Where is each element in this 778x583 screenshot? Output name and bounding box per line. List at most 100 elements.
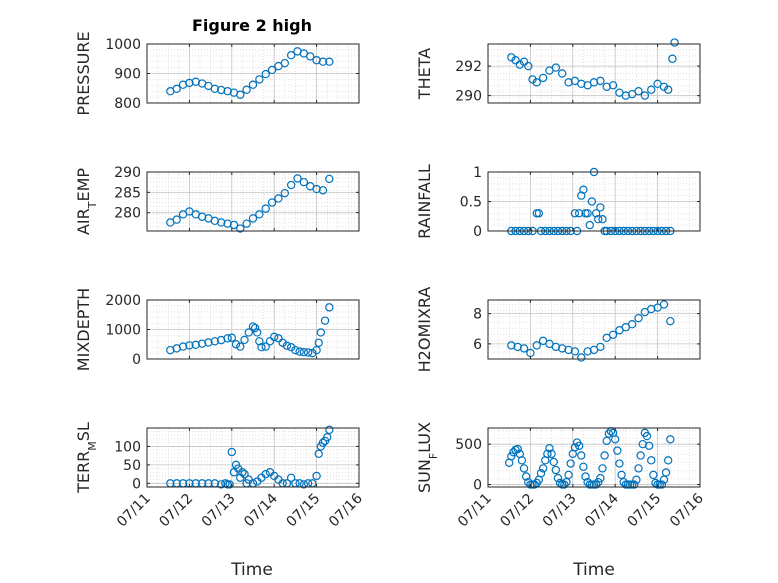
y-tick-label: 1000 <box>105 37 141 53</box>
data-point <box>236 342 245 351</box>
data-point <box>223 334 232 343</box>
data-point <box>295 347 304 356</box>
data-point <box>519 464 529 473</box>
data-point <box>210 84 220 94</box>
data-point <box>574 209 584 218</box>
data-point <box>596 342 605 352</box>
x-axis-label-left: Time <box>230 560 273 580</box>
data-point <box>647 456 656 465</box>
y-axis-label: H2OMIXRA <box>415 287 434 373</box>
data-point <box>286 473 296 482</box>
y-tick-label: 280 <box>114 206 141 222</box>
figure-title: Figure 2 high <box>192 16 312 35</box>
axes-frame <box>487 299 701 360</box>
data-point <box>265 337 275 346</box>
data-point <box>240 335 249 345</box>
data-point <box>600 451 609 460</box>
y-tick-label: 292 <box>455 59 482 75</box>
data-point <box>560 480 569 489</box>
data-point <box>303 348 313 357</box>
data-point <box>602 436 611 446</box>
y-tick-label: 0 <box>473 224 482 240</box>
data-point <box>659 82 669 91</box>
y-tick-label: 2000 <box>105 293 141 309</box>
x-axis-label-right: Time <box>572 560 615 580</box>
data-point <box>308 348 317 358</box>
data-point <box>596 76 605 86</box>
data-point <box>299 348 309 357</box>
data-point <box>257 343 266 352</box>
y-tick-label: 0.5 <box>460 195 482 211</box>
y-axis-label: SUNFLUX <box>415 422 440 493</box>
data-point <box>312 345 321 355</box>
y-axis-label-main: AIR <box>74 208 93 235</box>
data-point <box>318 438 328 447</box>
axes-frame <box>146 427 360 488</box>
data-point <box>242 85 251 94</box>
series-points <box>505 427 675 489</box>
data-point <box>551 63 561 72</box>
data-point <box>261 69 270 79</box>
series-points <box>166 303 334 358</box>
data-point <box>274 194 283 203</box>
data-point <box>627 320 637 329</box>
data-point <box>515 60 525 69</box>
data-point <box>178 342 188 351</box>
subplot-right-3: 6 8 H2OMIXRA <box>415 287 701 373</box>
y-axis-label: RAINFALL <box>415 164 434 239</box>
data-point <box>278 338 287 347</box>
data-point <box>227 447 236 457</box>
axes-frame <box>146 171 360 232</box>
data-point <box>517 456 527 465</box>
y-tick-label: 100 <box>114 439 141 455</box>
data-point <box>598 214 607 224</box>
data-point <box>558 69 567 78</box>
data-point <box>634 86 643 96</box>
data-point <box>507 452 516 461</box>
data-point <box>574 441 584 450</box>
data-point <box>231 340 241 349</box>
data-point <box>543 449 552 459</box>
data-point <box>323 433 332 442</box>
data-point <box>267 65 277 75</box>
y-tick-label: 8 <box>473 307 482 323</box>
data-point <box>670 38 679 47</box>
data-point <box>216 85 226 95</box>
data-point <box>325 174 334 184</box>
data-point <box>519 344 529 353</box>
data-point <box>210 337 220 346</box>
data-point <box>570 347 580 356</box>
data-point <box>538 73 548 83</box>
data-point <box>255 337 264 346</box>
data-point <box>630 480 639 489</box>
data-point <box>596 203 605 212</box>
y-axis-label-rest: SL <box>74 422 93 441</box>
data-point <box>519 57 529 66</box>
data-point <box>325 303 334 312</box>
y-axis-label: PRESSURE <box>74 31 93 115</box>
data-point <box>236 90 245 99</box>
data-point <box>253 328 262 337</box>
data-point <box>250 323 260 333</box>
data-point <box>579 462 588 471</box>
data-point <box>534 209 544 218</box>
data-point <box>286 51 296 60</box>
data-point <box>547 449 556 459</box>
data-point <box>267 198 277 207</box>
data-point <box>549 457 558 467</box>
data-point <box>513 444 522 454</box>
data-point <box>261 342 270 351</box>
y-tick-label: 900 <box>114 67 141 83</box>
data-point <box>611 435 620 444</box>
data-point <box>634 313 643 323</box>
data-point <box>577 451 586 460</box>
data-point <box>608 330 618 339</box>
y-axis-label-subscript: M <box>86 441 99 451</box>
data-point <box>608 81 618 90</box>
data-point <box>280 58 289 68</box>
data-point <box>577 191 586 200</box>
y-tick-label: 290 <box>114 165 141 181</box>
subplot-left-2: 280 285 290 AIRTEMP <box>74 165 360 235</box>
data-point <box>664 456 673 465</box>
